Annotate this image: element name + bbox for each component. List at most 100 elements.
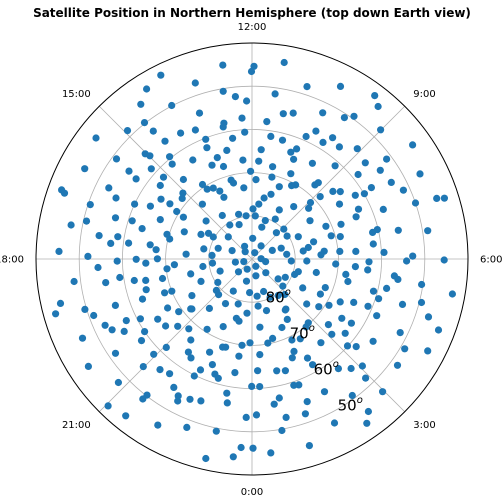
- data-point: [354, 170, 362, 179]
- data-point: [241, 128, 249, 136]
- data-point: [56, 299, 65, 307]
- data-point: [203, 185, 211, 193]
- data-point: [191, 79, 199, 87]
- data-point: [136, 315, 144, 323]
- data-point: [164, 304, 172, 312]
- data-point: [303, 354, 312, 362]
- data-point: [219, 61, 227, 69]
- data-point: [287, 257, 295, 265]
- data-point: [317, 251, 325, 259]
- data-point: [81, 305, 89, 313]
- data-point: [254, 302, 262, 310]
- data-point: [204, 229, 213, 237]
- data-point: [278, 323, 286, 332]
- data-point: [367, 184, 375, 192]
- data-point: [139, 395, 147, 403]
- data-point: [216, 187, 224, 195]
- data-point: [163, 265, 171, 273]
- angular-gridline-7: [98, 258, 253, 413]
- data-point: [329, 187, 337, 195]
- angular-tick-label: 12:00: [238, 22, 267, 33]
- data-point: [267, 449, 275, 457]
- data-point: [221, 300, 230, 308]
- data-point: [409, 252, 417, 260]
- data-point: [252, 411, 261, 419]
- data-point: [125, 239, 133, 247]
- data-point: [208, 251, 216, 259]
- chart-title: Satellite Position in Northern Hemispher…: [33, 6, 471, 20]
- data-point: [235, 352, 243, 360]
- data-point: [219, 123, 227, 131]
- data-point: [243, 309, 251, 317]
- data-point: [277, 244, 285, 252]
- data-point: [337, 220, 345, 228]
- angular-tick-label: 18:00: [0, 255, 24, 266]
- data-point: [424, 313, 433, 321]
- data-point: [267, 190, 275, 198]
- data-point: [214, 278, 222, 286]
- data-point: [275, 206, 283, 214]
- data-point: [231, 369, 239, 377]
- data-point: [159, 173, 168, 181]
- data-point: [396, 329, 404, 337]
- angular-tick-label: 9:00: [413, 89, 435, 100]
- data-point: [331, 162, 339, 170]
- data-point: [234, 300, 242, 308]
- data-point: [238, 341, 246, 349]
- data-point: [373, 312, 381, 320]
- data-point: [341, 329, 349, 337]
- data-point: [187, 270, 195, 278]
- data-point: [303, 257, 311, 265]
- data-point: [249, 444, 257, 452]
- data-point: [250, 62, 258, 70]
- data-point: [175, 308, 183, 316]
- polar-frame: [35, 42, 469, 476]
- data-point: [82, 217, 91, 225]
- data-point: [108, 326, 116, 334]
- data-point: [157, 195, 165, 203]
- data-point: [105, 184, 113, 192]
- data-point: [252, 262, 260, 270]
- data-point: [247, 167, 255, 175]
- data-point: [268, 246, 276, 254]
- data-point: [365, 258, 373, 266]
- data-point: [335, 143, 343, 151]
- data-point: [303, 398, 311, 406]
- data-point: [448, 290, 456, 298]
- data-point: [212, 427, 220, 435]
- data-point: [112, 155, 121, 163]
- data-point: [243, 97, 251, 105]
- angular-tick-label: 0:00: [241, 487, 263, 498]
- data-point: [358, 362, 366, 370]
- data-point: [188, 292, 196, 300]
- data-point: [379, 205, 387, 213]
- data-point: [178, 194, 186, 202]
- data-point: [424, 347, 432, 355]
- data-point: [440, 256, 448, 264]
- data-point: [166, 153, 174, 161]
- data-point: [157, 71, 165, 79]
- data-point: [120, 327, 128, 335]
- data-point: [241, 242, 249, 250]
- data-point: [256, 383, 264, 391]
- data-point: [140, 119, 149, 127]
- data-point: [350, 298, 358, 306]
- data-point: [398, 300, 407, 308]
- data-point: [383, 284, 391, 292]
- data-point: [208, 361, 216, 369]
- data-point: [287, 148, 295, 156]
- data-point: [84, 362, 92, 370]
- data-point: [303, 83, 311, 91]
- data-point: [263, 118, 271, 126]
- data-point: [195, 109, 204, 117]
- data-point: [364, 266, 372, 274]
- data-point: [334, 365, 342, 373]
- data-point: [138, 295, 147, 303]
- data-point: [369, 337, 377, 345]
- data-point: [235, 317, 243, 325]
- data-point: [229, 287, 237, 295]
- data-point: [52, 310, 60, 318]
- angular-tick-label: 6:00: [480, 255, 502, 266]
- data-point: [363, 419, 371, 427]
